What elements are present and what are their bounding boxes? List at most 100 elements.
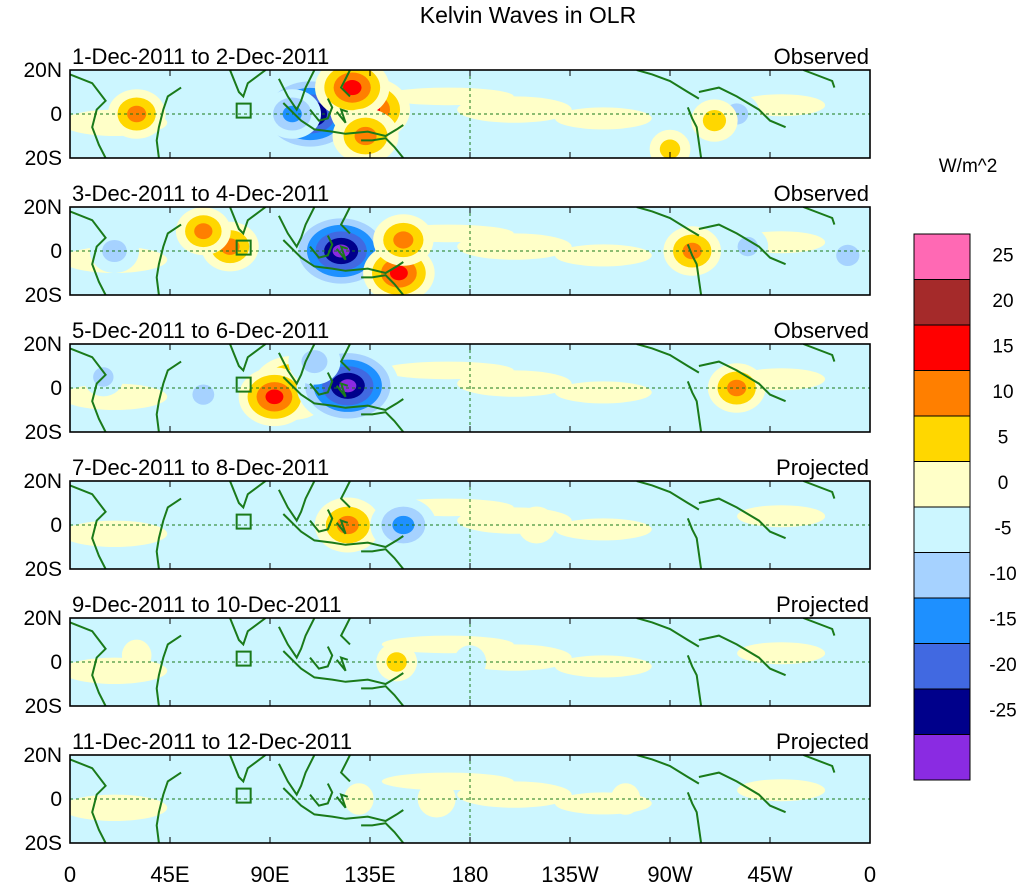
lon-label: 0 xyxy=(864,862,876,887)
anomaly-mark xyxy=(373,214,434,266)
coastline xyxy=(686,655,703,706)
anomaly-contour xyxy=(194,223,213,240)
anomaly-contour xyxy=(389,265,408,281)
region-marker xyxy=(235,376,252,393)
coastline xyxy=(698,86,786,129)
coastline xyxy=(70,621,107,706)
coastline xyxy=(229,755,267,784)
longitude-axis: 0 45E 90E 135E 180 135W 90W 45W 0 xyxy=(64,862,876,887)
coastline xyxy=(686,107,703,158)
coastline xyxy=(339,70,351,98)
coastline xyxy=(309,235,334,259)
colorbar-tick-label: -25 xyxy=(989,701,1016,722)
coastline xyxy=(155,360,182,432)
coastline xyxy=(698,771,786,814)
coastline xyxy=(282,513,404,549)
anomaly-contour xyxy=(265,389,284,405)
coastline xyxy=(155,497,182,569)
anomaly-mark xyxy=(175,207,231,256)
lon-label: 45E xyxy=(150,862,189,887)
lat-label: 0 xyxy=(50,514,62,537)
region-marker xyxy=(235,650,252,667)
coastline xyxy=(636,344,700,374)
coastline xyxy=(361,411,405,432)
coastline xyxy=(802,618,836,636)
coastline xyxy=(802,755,836,773)
coastline xyxy=(335,245,349,261)
lat-label: 0 xyxy=(50,377,62,400)
coastline xyxy=(278,344,316,386)
colorbar-swatch xyxy=(913,643,971,690)
region-marker xyxy=(235,239,252,256)
lon-label: 90W xyxy=(647,862,692,887)
anomaly-contour xyxy=(354,126,377,146)
panel-date-range: 11-Dec-2011 to 12-Dec-2011 xyxy=(72,729,352,754)
anomaly-mark xyxy=(181,374,226,415)
panel-date-range: 7-Dec-2011 to 8-Dec-2011 xyxy=(72,455,329,480)
coastline xyxy=(282,376,404,412)
lon-label: 0 xyxy=(64,862,76,887)
coastline xyxy=(686,518,703,569)
coastline xyxy=(309,509,334,533)
coastline xyxy=(335,656,349,672)
coastline xyxy=(361,685,405,706)
lat-label: 0 xyxy=(50,240,62,263)
anomaly-field xyxy=(70,772,826,821)
lat-label: 20S xyxy=(25,832,62,855)
coastline xyxy=(335,108,349,124)
lat-label: 20S xyxy=(25,147,62,170)
panel-status: Observed xyxy=(774,318,869,343)
region-marker xyxy=(235,102,252,119)
colorbar-tick-label: -10 xyxy=(989,564,1016,585)
colorbar-swatch xyxy=(913,506,971,553)
coastline xyxy=(278,755,316,797)
panel-3: 20N 0 20S 5-Dec-2011 to 6-Dec-2011 Observed xyxy=(23,318,871,444)
colorbar-tick-label: 20 xyxy=(992,291,1013,312)
coastline xyxy=(339,344,351,372)
weak-anomaly-band xyxy=(554,107,652,130)
coastline xyxy=(282,102,404,138)
anomaly-mark xyxy=(332,108,399,158)
coastline xyxy=(339,618,351,646)
coastline xyxy=(229,207,267,236)
figure-title: Kelvin Waves in OLR xyxy=(420,2,636,28)
anomaly-mark xyxy=(238,367,311,427)
panel-1: 20N 0 20S 1-Dec-2011 to 2-Dec-2011 Observed xyxy=(23,44,871,170)
panel-date-range: 9-Dec-2011 to 10-Dec-2011 xyxy=(72,592,341,617)
coastline xyxy=(229,344,267,373)
panel-2: 20N 0 20S 3-Dec-2011 to 4-Dec-2011 Observed xyxy=(23,181,871,307)
colorbar-tick-label: 10 xyxy=(992,382,1013,403)
lon-label: 45W xyxy=(747,862,792,887)
lat-label: 0 xyxy=(50,103,62,126)
coastline xyxy=(155,223,182,295)
anomaly-contour xyxy=(342,80,362,96)
colorbar-tick-label: -15 xyxy=(989,610,1016,631)
coastline xyxy=(70,758,107,843)
anomaly-mark xyxy=(209,508,242,542)
anomaly-mark xyxy=(610,783,641,815)
anomaly-mark xyxy=(824,234,870,277)
colorbar: 25 20 15 10 5 0 -5 -10 -15 -20 -25 xyxy=(913,233,1017,781)
region-marker xyxy=(235,513,252,530)
panel-date-range: 3-Dec-2011 to 4-Dec-2011 xyxy=(72,181,329,206)
anomaly-contour xyxy=(393,231,414,249)
coastline xyxy=(361,548,405,569)
coastline xyxy=(309,98,334,122)
anomaly-contour xyxy=(121,639,152,672)
anomaly-contour xyxy=(836,244,860,266)
colorbar-swatch xyxy=(913,688,971,735)
weak-anomaly-band xyxy=(381,87,514,106)
weak-anomaly-band xyxy=(554,381,652,404)
coastline xyxy=(361,274,405,295)
coastline xyxy=(361,137,405,158)
coastline xyxy=(339,481,351,509)
coastline xyxy=(686,244,703,295)
coastline xyxy=(335,793,349,809)
colorbar-swatch xyxy=(913,597,971,644)
coastline xyxy=(686,792,703,843)
anomaly-mark xyxy=(121,639,152,672)
coastline xyxy=(698,223,786,266)
anomaly-mark xyxy=(517,506,556,544)
coastline xyxy=(278,207,316,249)
colorbar-swatch xyxy=(913,552,971,599)
